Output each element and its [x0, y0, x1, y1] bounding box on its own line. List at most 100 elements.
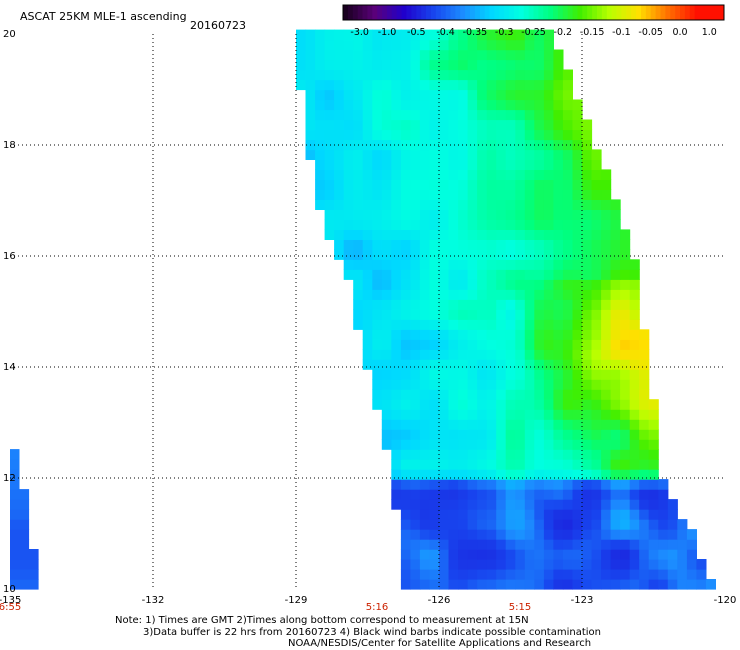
swath-cell	[477, 309, 488, 320]
colorbar: -3.0 -1.0 -0.5 -0.4 -0.35 -0.3 -0.25 -0.2 -0.15-…	[342, 4, 725, 38]
swath-cell	[400, 399, 411, 410]
swath-cell	[486, 169, 497, 180]
swath-cell	[362, 279, 373, 290]
swath-cell	[410, 269, 421, 280]
swath-cell	[524, 429, 535, 440]
colorbar-swatch	[406, 5, 412, 20]
swath-cell	[467, 179, 478, 190]
swath-cell	[582, 249, 593, 260]
swath-cell	[353, 179, 364, 190]
swath-cell	[629, 519, 640, 530]
swath-cell	[458, 279, 469, 290]
swath-cell	[334, 99, 345, 111]
swath-cell	[400, 259, 411, 270]
swath-cell	[486, 159, 497, 170]
swath-cell	[686, 529, 697, 540]
swath-cell	[648, 489, 659, 500]
colorbar-swatch	[689, 5, 696, 20]
swath-cell	[419, 319, 430, 330]
swath-cell	[591, 479, 602, 490]
swath-cell	[515, 499, 526, 510]
swath-cell	[534, 149, 545, 160]
swath-cell	[582, 429, 593, 440]
colorbar-swatch	[387, 5, 393, 20]
swath-cell	[524, 89, 535, 101]
swath-cell	[467, 89, 478, 101]
swath-cell	[543, 529, 554, 540]
swath-cell	[505, 229, 516, 240]
swath-cell	[648, 519, 659, 530]
swath-cell	[439, 419, 450, 430]
swath-cell	[629, 529, 640, 540]
swath-cell	[658, 519, 669, 530]
note-line-2: 3)Data buffer is 22 hrs from 20160723 4)…	[143, 627, 601, 638]
swath-cell	[553, 519, 564, 530]
swath-cell	[324, 189, 335, 200]
swath-cell	[400, 59, 411, 71]
swath-cell	[439, 499, 450, 510]
swath-cell	[477, 179, 488, 190]
swath-cell	[515, 489, 526, 500]
swath-cell	[458, 299, 469, 310]
swath-cell	[686, 559, 697, 570]
swath-cell	[429, 119, 440, 131]
swath-cell	[477, 49, 488, 61]
swath-cell	[505, 269, 516, 280]
swath-cell	[439, 479, 450, 490]
swath-cell	[419, 479, 430, 490]
swath-cell	[372, 99, 383, 111]
swath-cell	[467, 39, 478, 51]
swath-cell	[419, 569, 430, 580]
swath-cell	[439, 179, 450, 190]
swath-cell	[629, 389, 640, 400]
swath-cell	[591, 189, 602, 200]
swath-cell	[505, 309, 516, 320]
swath-cell	[315, 79, 326, 91]
swath-cell	[381, 69, 392, 81]
swath-cell	[458, 219, 469, 230]
swath-cell	[372, 119, 383, 131]
swath-cell	[543, 29, 554, 41]
swath-cell	[410, 469, 421, 480]
swath-cell	[505, 159, 516, 170]
swath-cell	[543, 329, 554, 340]
swath-cell	[677, 579, 688, 590]
swath-cell	[610, 239, 621, 250]
swath-cell	[391, 469, 402, 480]
swath-cell	[524, 459, 535, 470]
swath-cell	[334, 149, 345, 160]
swath-cell	[448, 189, 459, 200]
swath-cell	[601, 399, 612, 410]
swath-cell	[562, 369, 573, 380]
colorbar-swatch	[680, 5, 686, 20]
swath-cell	[667, 549, 678, 560]
swath-cell	[515, 369, 526, 380]
swath-cell	[372, 239, 383, 250]
swath-cell	[648, 409, 659, 420]
swath-cell	[543, 549, 554, 560]
swath-cell	[629, 449, 640, 460]
swath-cell	[353, 319, 364, 330]
swath-cell	[467, 369, 478, 380]
swath-cell	[477, 429, 488, 440]
colorbar-swatch	[616, 5, 622, 20]
swath-cell	[601, 469, 612, 480]
swath-cell	[591, 199, 602, 210]
swath-cell	[296, 49, 307, 61]
swath-cell	[486, 449, 497, 460]
swath-cell	[458, 59, 469, 71]
swath-cell	[448, 329, 459, 340]
swath-cell	[553, 359, 564, 370]
swath-cell	[620, 339, 631, 350]
swath-cell	[458, 369, 469, 380]
swath-cell	[353, 39, 364, 51]
swath-cell	[448, 29, 459, 41]
swath-cell	[419, 189, 430, 200]
swath-cell	[391, 489, 402, 500]
swath-cell	[496, 299, 507, 310]
swath-cell	[362, 249, 373, 260]
swath-cell	[429, 309, 440, 320]
swath-cell	[496, 509, 507, 520]
swath-cell	[582, 549, 593, 560]
swath-cell	[334, 129, 345, 141]
